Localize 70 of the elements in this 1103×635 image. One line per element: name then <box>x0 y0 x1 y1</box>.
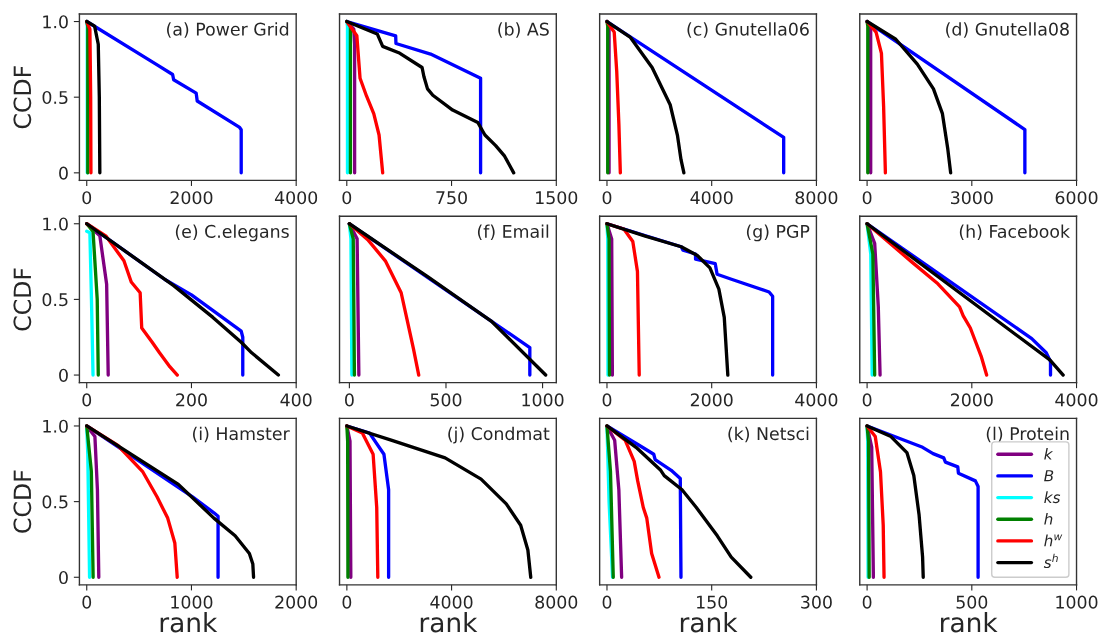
x-tick-label: 4000 <box>795 393 838 407</box>
x-tick-label: 0 <box>82 191 92 205</box>
legend-label: h <box>1044 512 1053 525</box>
chart-title: (l) Protein <box>986 426 1069 443</box>
y-axis-title: CCDF <box>13 66 32 129</box>
x-tick-label: 4000 <box>430 595 473 609</box>
chart-title: (j) Condmat <box>448 426 550 444</box>
x-tick-label: 1000 <box>522 393 564 407</box>
x-tick-label: 4000 <box>1055 393 1098 407</box>
x-tick-label: 0 <box>82 393 92 407</box>
legend-label: ks <box>1044 491 1061 504</box>
x-tick-label: 500 <box>956 595 988 609</box>
x-tick-label: 0 <box>82 595 92 609</box>
y-axis-title: CCDF <box>13 268 32 331</box>
x-tick-label: 0 <box>342 191 352 205</box>
legend-label: B <box>1044 470 1054 482</box>
chart-title: (k) Netsci <box>728 426 809 443</box>
legend-label: h$^{w}$ <box>1044 534 1063 547</box>
x-tick-label: 300 <box>801 595 832 609</box>
legend-label: k <box>1044 447 1054 460</box>
x-tick-label: 150 <box>697 595 728 609</box>
x-axis-title: rank <box>420 612 478 633</box>
legend-label: s$^{h}$ <box>1043 553 1058 569</box>
x-tick-label: 2000 <box>275 595 318 609</box>
x-tick-label: 0 <box>602 191 612 205</box>
y-tick-label: 0.5 <box>42 90 68 105</box>
x-tick-label: 0 <box>862 595 872 609</box>
x-tick-label: 6000 <box>1055 191 1098 205</box>
x-tick-label: 1500 <box>536 191 578 205</box>
x-tick-label: 3000 <box>951 191 993 205</box>
x-tick-label: 400 <box>280 393 312 407</box>
chart-title: (b) AS <box>498 22 549 38</box>
x-tick-label: 1000 <box>1056 595 1098 609</box>
chart-title: (a) Power Grid <box>167 22 289 38</box>
y-tick-label: 1.0 <box>43 419 68 433</box>
x-tick-label: 0 <box>862 393 872 407</box>
chart-title: (g) PGP <box>746 224 810 242</box>
x-tick-label: 2000 <box>690 393 733 407</box>
x-tick-label: 4000 <box>274 191 318 205</box>
y-tick-label: 1.0 <box>43 15 68 29</box>
x-tick-label: 0 <box>602 393 612 407</box>
chart-title: (e) C.elegans <box>175 224 289 242</box>
y-tick-label: 1.0 <box>43 217 68 231</box>
x-tick-label: 0 <box>862 191 872 205</box>
y-tick-label: 0.5 <box>42 293 68 307</box>
x-tick-label: 0 <box>602 595 612 609</box>
y-axis-title: CCDF <box>13 470 32 533</box>
x-tick-label: 8000 <box>535 595 578 609</box>
chart-title: (h) Facebook <box>959 224 1070 240</box>
y-tick-label: 0.5 <box>42 495 68 509</box>
chart-title: (d) Gnutella08 <box>946 22 1069 38</box>
chart-title: (i) Hamster <box>193 426 290 443</box>
y-tick-label: 0 <box>59 570 68 585</box>
y-tick-label: 0 <box>59 166 68 180</box>
y-tick-label: 0 <box>59 368 68 382</box>
x-tick-label: 2000 <box>170 191 213 205</box>
x-tick-label: 0 <box>342 595 352 609</box>
x-tick-label: 8000 <box>795 191 838 205</box>
x-axis-title: rank <box>160 612 218 633</box>
x-axis-title: rank <box>680 612 738 633</box>
x-tick-label: 1000 <box>171 595 213 609</box>
x-tick-label: 500 <box>430 393 462 407</box>
x-axis-title: rank <box>941 612 998 633</box>
x-tick-label: 2000 <box>950 393 993 407</box>
x-tick-label: 4000 <box>690 191 733 205</box>
chart-title: (c) Gnutella06 <box>687 22 809 38</box>
chart-title: (f) Email <box>477 224 549 240</box>
x-tick-label: 750 <box>436 191 467 205</box>
x-tick-label: 200 <box>176 393 207 407</box>
x-tick-label: 0 <box>345 393 354 407</box>
